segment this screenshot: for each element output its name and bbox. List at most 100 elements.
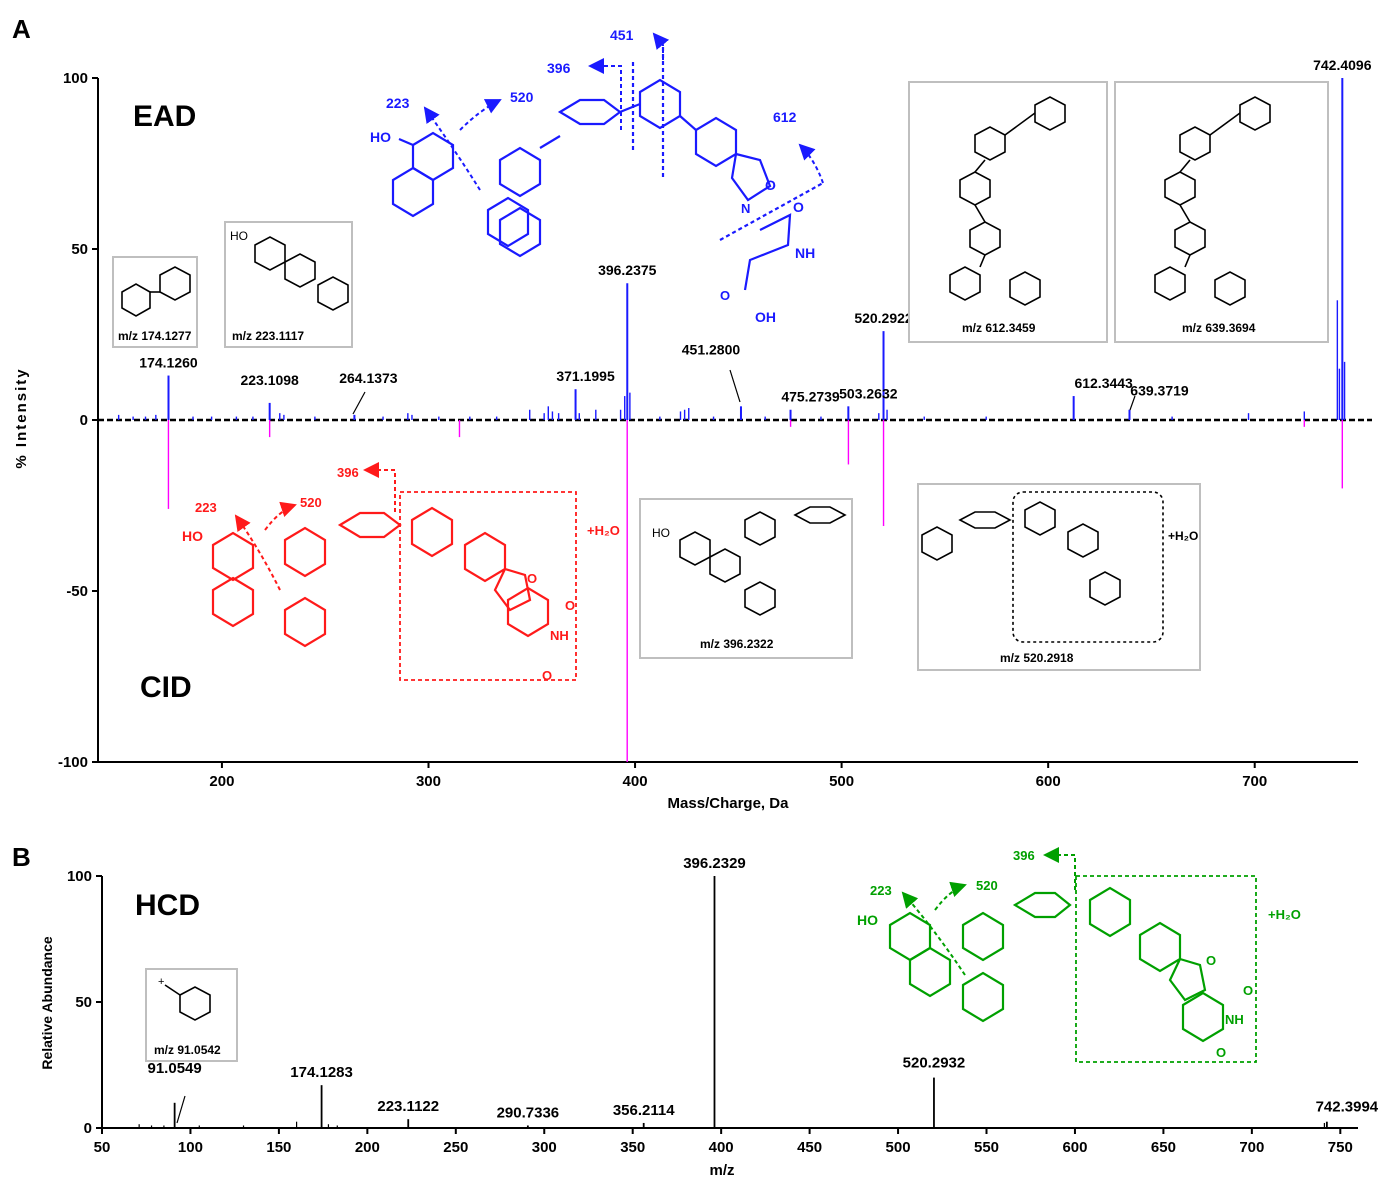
b-xtick-label: 300 (532, 1139, 557, 1156)
a-ytick-label: 50 (71, 241, 88, 258)
ead-peak-label-396-2375: 396.2375 (598, 262, 657, 278)
inset-396: HO m/z 396.2322 (639, 498, 853, 659)
ead-cleavage-396: 396 (547, 60, 571, 76)
a-ytick-label: 0 (80, 412, 88, 429)
a-xtick-label: 700 (1242, 773, 1267, 790)
hcd-o2-text: O (1243, 983, 1253, 998)
hcd-cleavage-arrows (901, 847, 1076, 976)
hcd-peak-label-91-0549: 91.0549 (148, 1060, 202, 1077)
hcd-peak-label-396-2329: 396.2329 (683, 855, 746, 872)
inset-396-label: m/z 396.2322 (700, 637, 774, 651)
ead-peak-label-503-2632: 503.2632 (839, 385, 898, 401)
ead-cleavage-451: 451 (610, 27, 634, 43)
b-xtick-label: 750 (1328, 1139, 1353, 1156)
ead-peak-label-371-1995: 371.1995 (556, 368, 615, 384)
a-xtick-label: 300 (416, 773, 441, 790)
hcd-nh-text: NH (1225, 1012, 1244, 1027)
b-xtick-label: 150 (266, 1139, 291, 1156)
panel-a-y-label: % Intensity (13, 367, 30, 468)
ead-peak-label-451-2800: 451.2800 (682, 341, 741, 357)
a-xtick-label: 500 (829, 773, 854, 790)
cid-o-text: O (527, 571, 537, 586)
ead-peak-label-520-2922: 520.2922 (854, 310, 913, 326)
ead-peak-label-264-1373: 264.1373 (339, 370, 398, 386)
ead-o-text: O (765, 177, 776, 193)
ead-o2-text: O (793, 199, 804, 215)
cid-ho-text: HO (182, 528, 203, 544)
b-xtick-label: 650 (1151, 1139, 1176, 1156)
panel-b-y-ticks: 0 50 100 (67, 868, 102, 1137)
b-xtick-label: 600 (1062, 1139, 1087, 1156)
ead-nh2-text: NH (795, 245, 815, 261)
a-ytick-label: -50 (66, 583, 88, 600)
inset-223: HO m/z 223.1117 (224, 221, 353, 348)
leader-91 (176, 1095, 186, 1124)
inset-223-label: m/z 223.1117 (232, 329, 304, 343)
leader-264 (352, 391, 366, 415)
panel-b-axes (101, 876, 1358, 1129)
cid-nh-text: NH (550, 628, 569, 643)
hcd-water: +H₂O (1268, 907, 1301, 922)
ead-peak-label-639-3719: 639.3719 (1130, 383, 1189, 399)
leader-639 (1129, 395, 1136, 411)
a-ytick-label: -100 (58, 754, 88, 771)
panel-a-y-ticks: 100 50 0 -50 -100 (58, 70, 98, 771)
b-xtick-label: 400 (709, 1139, 734, 1156)
cid-cleavage-labels: 223 520 396 +H₂O (195, 465, 620, 538)
inset-91-label: m/z 91.0542 (154, 1043, 221, 1057)
b-xtick-label: 450 (797, 1139, 822, 1156)
hcd-peak-label-356-2114: 356.2114 (613, 1102, 675, 1119)
hcd-peak-label-174-1283: 174.1283 (290, 1064, 353, 1081)
panel-a-x-label: Mass/Charge, Da (668, 795, 790, 812)
cid-cleavage-396: 396 (337, 465, 359, 480)
ead-cleavage-223: 223 (386, 95, 410, 111)
ead-label: EAD (133, 100, 196, 133)
hcd-o-text: O (1206, 953, 1216, 968)
inset-520-water: +H₂O (1168, 529, 1198, 543)
inset-174: m/z 174.1277 (112, 256, 198, 348)
hcd-water-box (1075, 875, 1257, 1063)
hcd-cleavage-223: 223 (870, 883, 892, 898)
leader-451 (729, 369, 741, 403)
svg-text:HO: HO (652, 526, 670, 540)
cid-label: CID (140, 671, 192, 704)
svg-text:+: + (158, 976, 164, 988)
b-ytick-label: 0 (84, 1120, 92, 1137)
cid-water: +H₂O (587, 523, 620, 538)
b-ytick-label: 50 (75, 994, 92, 1011)
panel-a-peaks (117, 78, 1346, 762)
ead-cleavage-labels: 223 520 396 451 612 (386, 27, 797, 125)
ead-peak-label-475-2739: 475.2739 (781, 389, 840, 405)
hcd-peak-label-290-7336: 290.7336 (497, 1104, 560, 1121)
hcd-cleavage-396: 396 (1013, 848, 1035, 863)
b-xtick-label: 100 (178, 1139, 203, 1156)
ead-structure: HO O N O OH NH O (370, 40, 824, 325)
ead-o-oh: O (720, 288, 730, 303)
a-xtick-label: 200 (209, 773, 234, 790)
hcd-cleavage-520: 520 (976, 878, 998, 893)
b-xtick-label: 700 (1239, 1139, 1264, 1156)
ead-n-text: N (741, 201, 750, 216)
hcd-cleavage-labels: 223 520 396 +H₂O (870, 848, 1301, 922)
inset-520: +H₂O m/z 520.2918 (917, 483, 1201, 671)
panel-b-x-ticks: 50 100 150 200 250 300 350 400 450 500 550 600 650 70… (94, 1128, 1353, 1156)
panel-b-y-label: Relative Abundance (39, 936, 55, 1070)
panel-b-label: B (12, 842, 31, 872)
hcd-label: HCD (135, 889, 200, 922)
cid-structure: HO O NH O O (182, 491, 577, 683)
b-xtick-label: 550 (974, 1139, 999, 1156)
panel-b-peak-labels: 91.0549 174.1283 223.1122 290.7336 356.2114 3… (148, 855, 1379, 1121)
a-ytick-label: 100 (63, 70, 88, 87)
ead-peak-label-223-1098: 223.1098 (240, 372, 299, 388)
ead-peak-label-174-1260: 174.1260 (139, 355, 198, 371)
ead-peak-label-612-3443: 612.3443 (1074, 375, 1133, 391)
a-xtick-label: 600 (1036, 773, 1061, 790)
panel-a-label: A (12, 14, 31, 44)
cid-cleavage-223: 223 (195, 500, 217, 515)
hcd-ho-text: HO (857, 912, 878, 928)
ead-ho-text: HO (370, 129, 391, 145)
b-ytick-label: 100 (67, 868, 92, 885)
